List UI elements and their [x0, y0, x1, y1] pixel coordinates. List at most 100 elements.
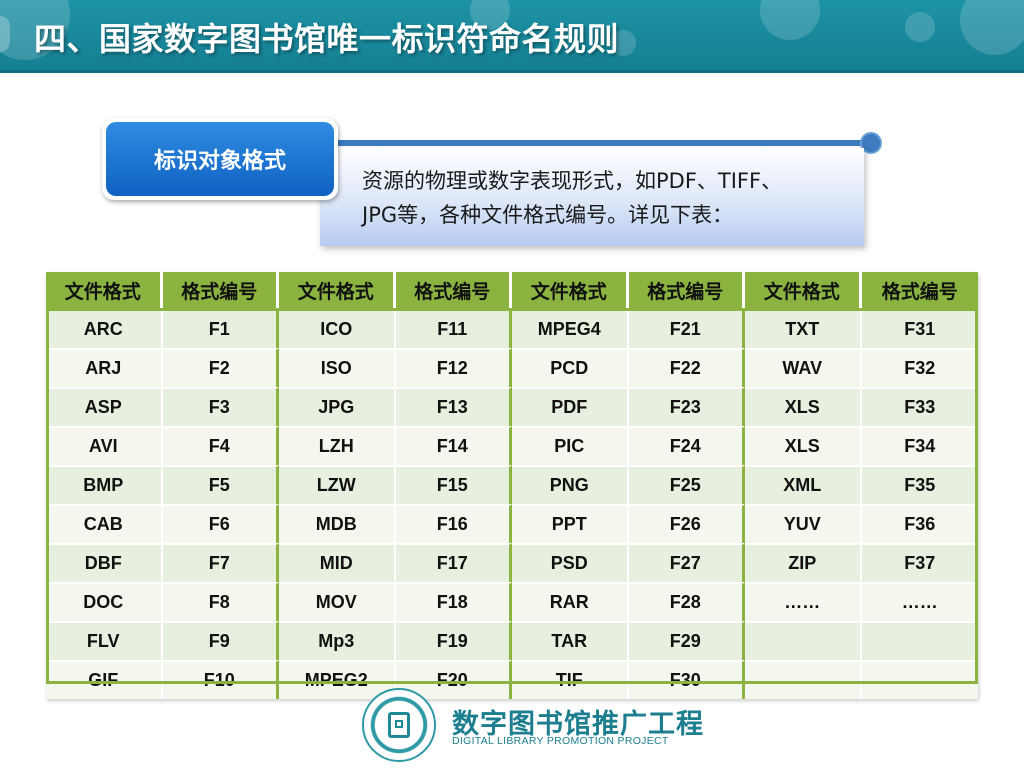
table-row: AVI F4 LZH F14 PIC F24 XLS F34 — [46, 426, 978, 465]
format-name-cell: AVI — [46, 426, 163, 465]
header-cell: 格式编号 — [162, 272, 279, 308]
format-code-cell: F37 — [861, 543, 978, 582]
format-name-cell: MPEG4 — [512, 308, 629, 348]
digital-library-seal-icon — [362, 688, 436, 762]
table-header-row: 文件格式 格式编号 文件格式 格式编号 文件格式 格式编号 文件格式 格式编号 — [46, 272, 978, 308]
format-code-cell: F25 — [628, 465, 745, 504]
format-code-cell: F35 — [861, 465, 978, 504]
format-name-cell: TAR — [512, 621, 629, 660]
format-code-cell: F22 — [628, 348, 745, 387]
format-code-cell: F32 — [861, 348, 978, 387]
format-name-cell: CAB — [46, 504, 163, 543]
format-name-cell: ISO — [279, 348, 396, 387]
description-line: 资源的物理或数字表现形式，如PDF、TIFF、 — [362, 169, 783, 193]
banner-accent — [0, 16, 10, 52]
format-code-cell: F7 — [162, 543, 279, 582]
format-name-cell: ICO — [279, 308, 396, 348]
table-row: DBF F7 MID F17 PSD F27 ZIP F37 — [46, 543, 978, 582]
format-code-cell: F19 — [395, 621, 512, 660]
format-name-cell: XML — [745, 465, 862, 504]
table-row: ARC F1 ICO F11 MPEG4 F21 TXT F31 — [46, 308, 978, 348]
seal-glyph-icon — [388, 712, 410, 738]
organization-name-cn: 数字图书馆推广工程 — [452, 709, 704, 740]
format-code-cell: F23 — [628, 387, 745, 426]
format-name-cell: …… — [745, 582, 862, 621]
format-name-cell: PNG — [512, 465, 629, 504]
format-name-cell: ARJ — [46, 348, 163, 387]
format-code-cell: F29 — [628, 621, 745, 660]
decor-bubble — [610, 30, 636, 56]
format-name-cell: FLV — [46, 621, 163, 660]
format-code-cell: F10 — [162, 660, 279, 699]
description-box: 资源的物理或数字表现形式，如PDF、TIFF、 JPG等，各种文件格式编号。详见… — [320, 148, 864, 246]
title-banner: 四、国家数字图书馆唯一标识符命名规则 — [0, 0, 1024, 70]
format-name-cell: TIF — [512, 660, 629, 699]
format-name-cell: Mp3 — [279, 621, 396, 660]
header-cell: 文件格式 — [745, 272, 862, 308]
decor-bubble — [760, 0, 820, 40]
format-code-cell: F14 — [395, 426, 512, 465]
callout-connector — [330, 140, 870, 146]
format-name-cell: MID — [279, 543, 396, 582]
format-name-cell: BMP — [46, 465, 163, 504]
format-code-cell: F15 — [395, 465, 512, 504]
format-name-cell: PCD — [512, 348, 629, 387]
table-row: GIF F10 MPEG2 F20 TIF F30 — [46, 660, 978, 699]
format-name-cell: XLS — [745, 387, 862, 426]
format-code-cell: F9 — [162, 621, 279, 660]
format-name-cell: PDF — [512, 387, 629, 426]
format-name-cell: MDB — [279, 504, 396, 543]
organization-name-en: DIGITAL LIBRARY PROMOTION PROJECT — [452, 735, 669, 747]
format-code-cell: F12 — [395, 348, 512, 387]
format-name-cell: XLS — [745, 426, 862, 465]
format-code-cell — [861, 621, 978, 660]
format-code-cell: F21 — [628, 308, 745, 348]
format-code-cell: F17 — [395, 543, 512, 582]
format-code-cell: F2 — [162, 348, 279, 387]
format-name-cell: YUV — [745, 504, 862, 543]
format-name-cell — [745, 621, 862, 660]
format-table-container: 文件格式 格式编号 文件格式 格式编号 文件格式 格式编号 文件格式 格式编号 … — [46, 272, 978, 699]
decor-bubble — [905, 12, 935, 42]
format-code-cell: F13 — [395, 387, 512, 426]
format-name-cell: ASP — [46, 387, 163, 426]
header-cell: 格式编号 — [628, 272, 745, 308]
format-name-cell: ARC — [46, 308, 163, 348]
format-code-cell: F16 — [395, 504, 512, 543]
format-code-cell: F33 — [861, 387, 978, 426]
format-name-cell: LZH — [279, 426, 396, 465]
table-row: BMP F5 LZW F15 PNG F25 XML F35 — [46, 465, 978, 504]
header-cell: 格式编号 — [861, 272, 978, 308]
format-name-cell: DBF — [46, 543, 163, 582]
format-code-cell — [861, 660, 978, 699]
table-row: DOC F8 MOV F18 RAR F28………… — [46, 582, 978, 621]
format-code-cell: F26 — [628, 504, 745, 543]
table-body: ARC F1 ICO F11 MPEG4 F21 TXT F31 ARJ F2 ISO F12 PCD F… — [46, 308, 978, 699]
format-name-cell: JPG — [279, 387, 396, 426]
table-row: ARJ F2 ISO F12 PCD F22 WAV F32 — [46, 348, 978, 387]
format-code-cell: F8 — [162, 582, 279, 621]
format-code-cell: F6 — [162, 504, 279, 543]
format-name-cell: RAR — [512, 582, 629, 621]
format-name-cell: LZW — [279, 465, 396, 504]
format-code-cell: F30 — [628, 660, 745, 699]
format-code-cell: F11 — [395, 308, 512, 348]
format-name-cell: MPEG2 — [279, 660, 396, 699]
format-code-cell: F18 — [395, 582, 512, 621]
format-code-cell: F4 — [162, 426, 279, 465]
format-name-cell — [745, 660, 862, 699]
slide-title: 四、国家数字图书馆唯一标识符命名规则 — [34, 20, 620, 58]
format-code-cell: F27 — [628, 543, 745, 582]
format-code-cell: F31 — [861, 308, 978, 348]
format-name-cell: MOV — [279, 582, 396, 621]
format-code-cell: F5 — [162, 465, 279, 504]
format-name-cell: PSD — [512, 543, 629, 582]
format-name-cell: ZIP — [745, 543, 862, 582]
decor-bubble — [960, 0, 1024, 55]
format-name-cell: TXT — [745, 308, 862, 348]
table-row: CAB F6 MDB F16 PPT F26 YUV F36 — [46, 504, 978, 543]
format-code-cell: F34 — [861, 426, 978, 465]
banner-underline — [0, 70, 1024, 73]
connector-end-dot — [860, 132, 882, 154]
format-code-cell: …… — [861, 582, 978, 621]
